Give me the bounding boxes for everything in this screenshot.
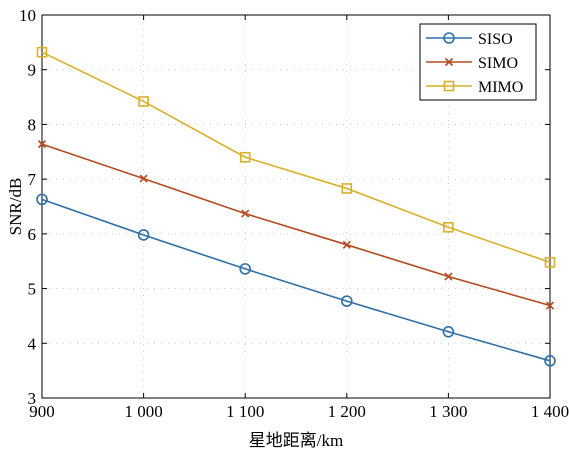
data-point-simo	[241, 209, 250, 218]
series-layer	[36, 46, 556, 367]
x-tick-label: 900	[29, 402, 55, 421]
x-axis-label: 星地距离/km	[249, 431, 343, 450]
data-point-siso	[239, 263, 251, 275]
legend-marker	[443, 80, 455, 92]
legend-item-mimo: MIMO	[426, 79, 523, 96]
x-tick-label: 1 200	[328, 402, 366, 421]
x-tick-label: 1 400	[531, 402, 569, 421]
series-line-mimo	[41, 51, 551, 264]
series-simo	[37, 140, 555, 310]
data-point-simo	[37, 140, 47, 149]
data-point-simo	[139, 174, 148, 183]
legend-label: MIMO	[478, 79, 523, 96]
y-tick-label: 10	[19, 6, 36, 25]
legend-item-siso: SISO	[426, 31, 513, 48]
data-point-simo	[444, 272, 453, 281]
data-point-mimo	[544, 257, 556, 268]
legend-item-simo: SIMO	[426, 55, 518, 72]
y-tick-label: 6	[28, 225, 37, 244]
legend-marker	[444, 57, 454, 67]
y-tick-label: 7	[28, 170, 37, 189]
data-point-siso	[340, 295, 353, 307]
legend: SISO SIMO MIMO	[419, 23, 537, 101]
data-point-siso	[442, 325, 455, 338]
series-siso	[36, 193, 556, 367]
data-point-mimo	[239, 151, 251, 163]
data-point-siso	[137, 229, 150, 241]
axis-ticks: 900 1 000 1 100 1 200 1 300 1 400 3 4 5 6 7 8 9 10	[19, 6, 569, 421]
series-line-siso	[41, 198, 551, 362]
y-tick-label: 3	[28, 389, 37, 408]
data-point-mimo	[138, 96, 149, 107]
plot-area-frame	[41, 14, 551, 399]
x-tick-label: 1 000	[124, 402, 162, 421]
series-mimo	[36, 46, 556, 268]
legend-label: SIMO	[478, 55, 518, 72]
y-tick-label: 8	[28, 115, 37, 134]
legend-label: SISO	[478, 31, 513, 48]
data-point-mimo	[443, 221, 454, 233]
y-axis-label: SNR/dB	[6, 178, 25, 236]
x-tick-label: 1 300	[429, 402, 467, 421]
data-point-siso	[544, 354, 556, 367]
series-line-simo	[41, 143, 551, 307]
data-point-siso	[36, 193, 48, 206]
legend-marker	[443, 32, 455, 44]
data-point-simo	[342, 240, 351, 249]
x-tick-label: 1 100	[226, 402, 264, 421]
data-point-mimo	[36, 46, 48, 58]
y-tick-label: 9	[28, 61, 37, 80]
y-tick-label: 4	[28, 334, 37, 353]
y-tick-label: 5	[28, 280, 37, 299]
data-point-simo	[545, 301, 555, 310]
data-point-mimo	[341, 183, 353, 194]
